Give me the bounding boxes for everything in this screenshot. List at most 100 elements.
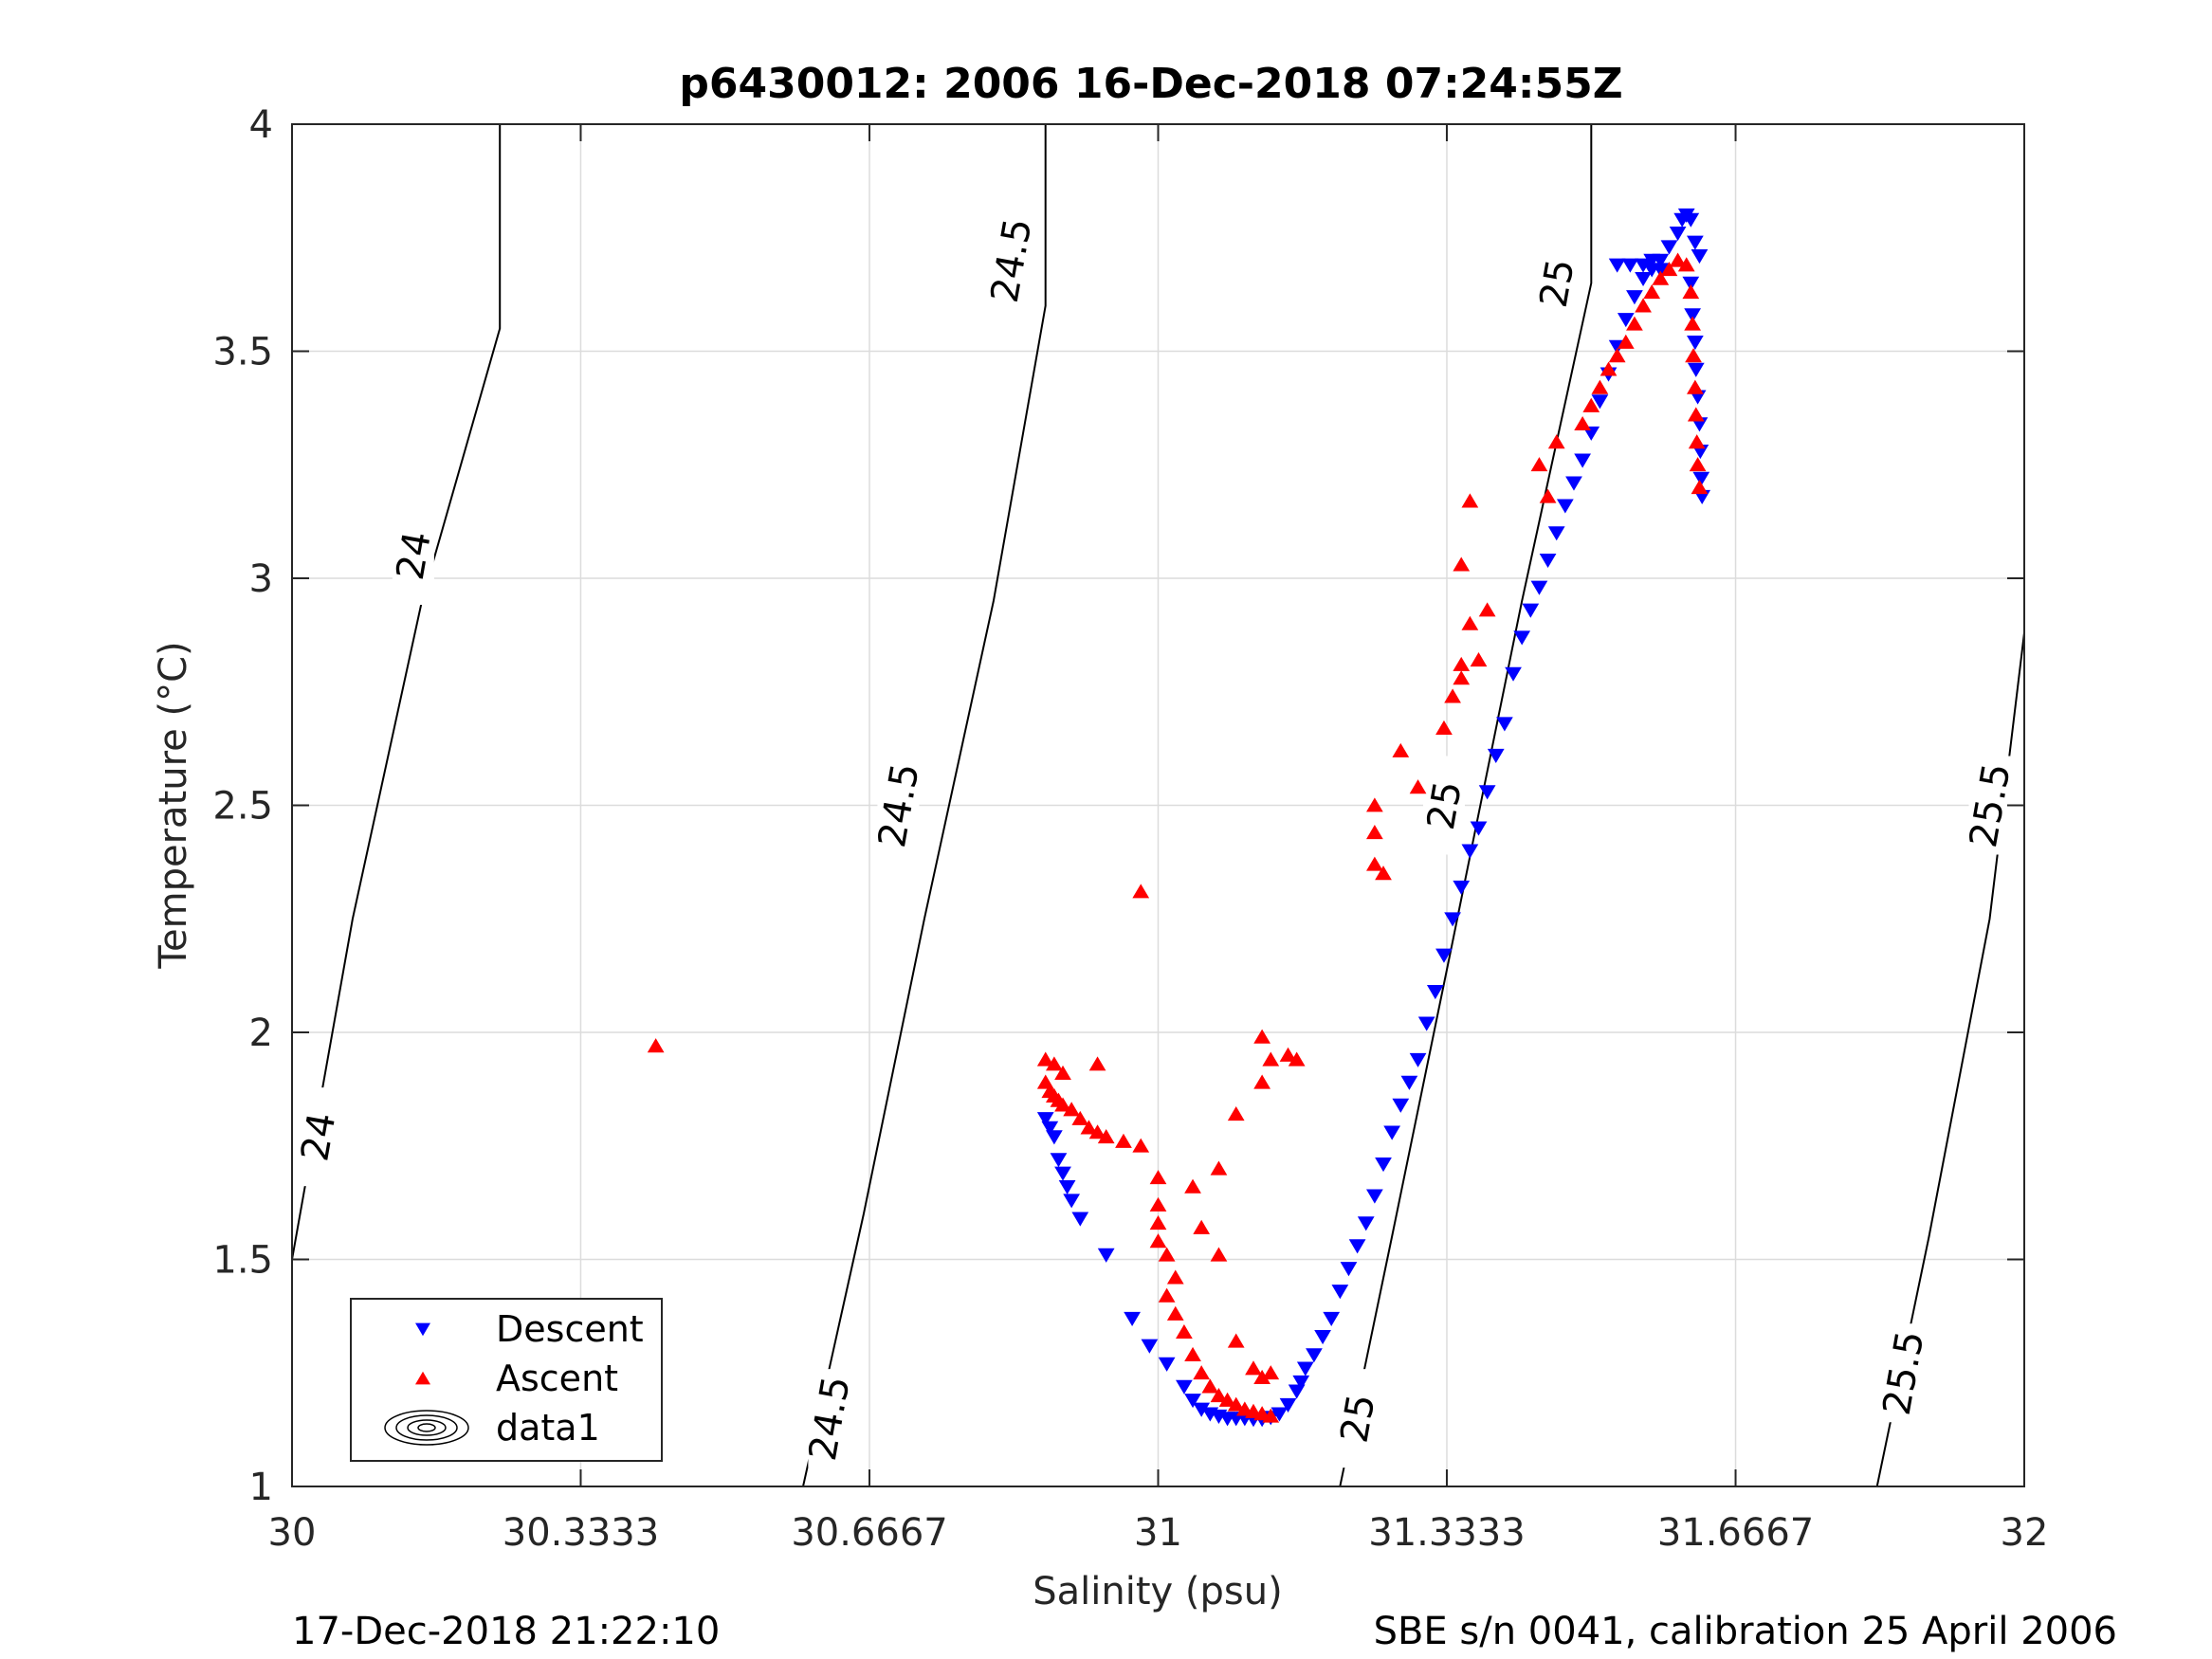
ascent-point: [1375, 866, 1392, 881]
ascent-point: [1210, 1388, 1228, 1403]
ascent-point: [1626, 316, 1643, 331]
descent-point: [1323, 1311, 1341, 1326]
ascent-point: [1453, 670, 1471, 685]
descent-point: [1357, 1216, 1375, 1231]
descent-point: [1348, 1239, 1366, 1254]
ascent-point: [1158, 1287, 1176, 1303]
ascent-point: [1392, 742, 1410, 757]
y-tick-label: 2.5: [212, 785, 273, 829]
descent-point: [1124, 1311, 1141, 1326]
ascent-point: [1582, 397, 1600, 412]
ascent-point: [1453, 656, 1471, 671]
descent-point: [1652, 263, 1670, 278]
ascent-point: [647, 1038, 665, 1053]
contour-label-gap: [877, 756, 920, 855]
legend: Descent Ascent data1: [350, 1298, 663, 1462]
ascent-point: [1227, 1396, 1245, 1412]
ascent-point: [1166, 1305, 1184, 1321]
descent-point: [1366, 1189, 1383, 1204]
legend-label: Ascent: [496, 1358, 618, 1399]
ascent-point: [1193, 1219, 1211, 1234]
contour-label: 24: [293, 1109, 344, 1164]
contour-label: 25: [1419, 778, 1471, 833]
footer-timestamp: 17-Dec-2018 21:22:10: [292, 1610, 720, 1653]
ascent-point: [1530, 457, 1548, 472]
descent-point: [1046, 1130, 1063, 1145]
ascent-point: [1115, 1133, 1132, 1148]
ascent-point: [1176, 1323, 1193, 1340]
descent-point: [1496, 717, 1513, 732]
ascent-point: [1617, 334, 1635, 349]
descent-point: [1141, 1339, 1159, 1354]
ascent-point: [1063, 1102, 1081, 1117]
grid: [292, 124, 2024, 1486]
descent-point: [1292, 1375, 1310, 1391]
plot-title: p6430012: 2006 16-Dec-2018 07:24:55Z: [679, 60, 1622, 108]
ascent-point: [1685, 348, 1702, 363]
descent-point: [1617, 313, 1635, 328]
descent-point: [1478, 785, 1496, 800]
ascent-point: [1684, 316, 1702, 331]
ascent-point: [1288, 1051, 1306, 1066]
ascent-point: [1461, 493, 1479, 508]
descent-point: [1686, 336, 1704, 351]
x-tick-label: 30: [268, 1511, 317, 1555]
descent-point: [1435, 948, 1453, 963]
legend-data1-contour-icon: [395, 1414, 458, 1441]
descent-point: [1547, 526, 1565, 541]
ascent-point: [1669, 252, 1687, 267]
descent-point: [1314, 1330, 1331, 1345]
descent-point: [1271, 1407, 1289, 1422]
y-axis-title: Temperature (°C): [152, 641, 195, 969]
descent-point: [1539, 553, 1557, 569]
legend-label: data1: [496, 1407, 600, 1449]
descent-point: [1071, 1212, 1089, 1227]
ascent-point: [1409, 779, 1427, 794]
descent-point: [1375, 1158, 1392, 1173]
footer-calibration: SBE s/n 0041, calibration 25 April 2006: [1374, 1610, 2117, 1653]
ascent-point: [1088, 1056, 1106, 1071]
contour-label-gap: [1422, 756, 1465, 855]
descent-point: [1383, 1125, 1401, 1140]
descent-point: [1444, 912, 1461, 927]
ascent-point: [1686, 379, 1704, 394]
descent-point: [1184, 1394, 1201, 1409]
ascent-point: [1688, 434, 1706, 449]
descent-point: [1400, 1075, 1418, 1090]
contour-label-gap: [1336, 1369, 1379, 1468]
ascent-point: [1080, 1120, 1098, 1135]
ascent-point: [1036, 1051, 1054, 1066]
ascent-point: [1253, 1074, 1271, 1089]
x-tick-label: 30.6667: [791, 1511, 947, 1555]
descent-point: [1505, 666, 1522, 682]
ascent-point: [1245, 1360, 1262, 1376]
isopycnal-24.5: [802, 124, 1047, 1487]
descent-point: [1608, 258, 1626, 273]
legend-ascent-marker: [415, 1371, 430, 1385]
legend-data1-contour-icon: [384, 1410, 469, 1446]
x-tick-label: 32: [2001, 1511, 2049, 1555]
ascent-point: [1652, 270, 1670, 285]
descent-point: [1279, 1397, 1297, 1413]
ascent-point: [1591, 379, 1609, 394]
descent-point: [1176, 1379, 1193, 1395]
ascent-point: [1262, 1365, 1280, 1380]
descent-point: [1635, 271, 1652, 287]
ascent-point: [1547, 434, 1565, 449]
ascent-point: [1262, 1408, 1280, 1423]
ascent-point: [1158, 1247, 1176, 1262]
ascent-point: [1046, 1056, 1063, 1071]
ascent-point: [1149, 1233, 1167, 1249]
legend-descent-marker: [415, 1322, 430, 1337]
descent-point: [1058, 1179, 1076, 1195]
y-axis: 1 1.5 2 2.5 3 3.5 4: [212, 103, 2024, 1509]
descent-point: [1054, 1166, 1071, 1181]
y-tick-label: 2: [249, 1012, 273, 1055]
x-tick-label: 30.3333: [503, 1511, 659, 1555]
ascent-point: [1608, 348, 1626, 363]
ascent-point: [1193, 1365, 1211, 1380]
legend-data1-contour-icon: [417, 1423, 436, 1432]
contour-label-gap: [1882, 1323, 1925, 1423]
descent-point: [1097, 1248, 1115, 1263]
ascent-point: [1149, 1170, 1167, 1185]
